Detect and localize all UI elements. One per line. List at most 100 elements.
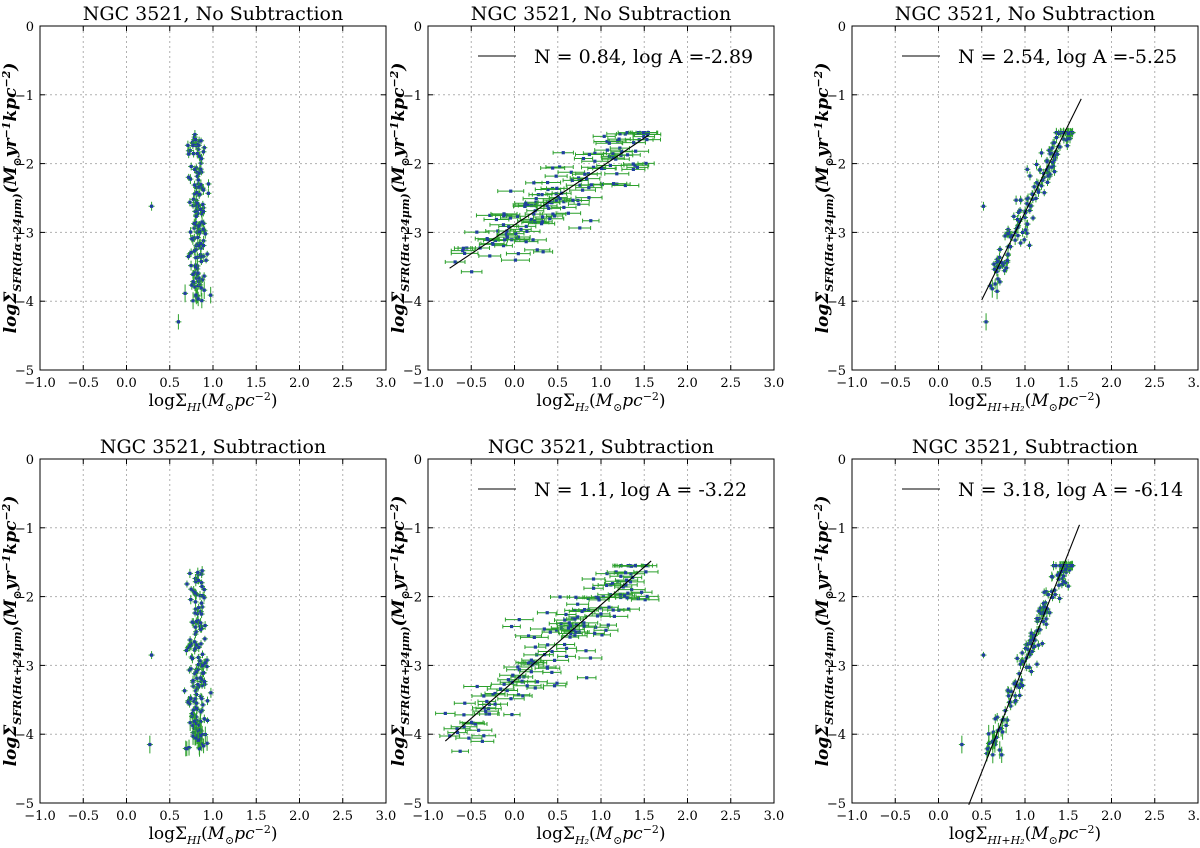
data-point [535,680,540,684]
data-point [514,237,519,241]
data-point [521,694,525,698]
fit-line [449,134,649,269]
data-point [1042,171,1046,175]
data-point [194,580,198,584]
data-point [196,211,200,216]
data-point [515,214,520,218]
data-point [188,721,192,725]
data-point [1065,564,1069,568]
data-point [1038,606,1042,610]
y-tick-label: −2 [15,591,34,606]
data-point [462,725,466,729]
x-tick-label: 3.0 [764,809,785,824]
data-point [1003,709,1007,713]
data-point [482,706,486,710]
data-point [987,732,991,736]
data-point [629,572,633,576]
data-point [193,625,197,629]
data-point [586,596,591,601]
data-point [1020,651,1024,655]
data-point [542,627,546,631]
y-tick-label: −2 [827,158,846,173]
data-point [599,166,604,171]
x-tick-label: −0.5 [455,809,487,824]
data-point [1054,564,1058,568]
data-point [202,288,206,292]
data-point [186,254,191,259]
panel-title: NGC 3521, Subtraction [488,436,714,458]
data-point [1050,575,1054,579]
data-point [611,182,616,186]
data-point [562,642,567,647]
data-point [1031,637,1035,641]
data-point [201,239,206,243]
data-point [475,230,479,234]
x-axis-label: logΣHI+H₂(M⊙pc−2) [949,823,1101,847]
data-point [1004,723,1008,727]
data-point [196,226,200,230]
data-point [505,229,509,233]
data-point [1006,252,1010,256]
data-point [991,730,996,734]
data-point [191,299,195,303]
data-point [1026,647,1030,651]
data-point [533,686,537,690]
x-tick-label: 0.0 [116,376,137,391]
data-point [462,713,466,717]
x-tick-label: −0.5 [67,376,99,391]
y-tick-label: −1 [403,89,422,104]
data-point [202,679,207,684]
data-point [516,235,520,239]
data-point [573,634,577,638]
data-point [195,676,199,680]
data-point [193,611,197,615]
data-point [201,744,206,748]
data-point [624,571,628,575]
data-point [606,623,610,627]
data-point [1036,182,1040,186]
data-point [477,728,481,732]
data-point [187,152,191,156]
data-point [496,229,500,233]
data-point [1038,168,1042,172]
data-point [1045,180,1050,184]
panel-2: NGC 3521, No Subtraction −1.0 −0.5 0.0 0.5 1.… [388,3,784,414]
data-point [501,223,506,227]
data-point [1051,160,1055,165]
data-point [1014,198,1018,202]
data-point [570,178,575,182]
data-point [186,143,190,147]
data-point [545,611,549,615]
data-point [1006,690,1011,694]
data-point [1057,583,1061,587]
data-point [480,739,484,743]
x-tick-label: 1.0 [591,376,612,391]
panel-title: NGC 3521, Subtraction [100,436,326,458]
data-point [199,170,204,174]
data-point [199,679,203,684]
data-point [192,221,196,226]
data-point [1027,243,1032,247]
data-point [990,287,994,291]
data-point [564,646,569,650]
data-point [1006,232,1010,236]
data-point [189,697,193,701]
data-point [581,156,586,161]
data-point [199,286,203,290]
data-point [574,623,578,627]
data-point [1018,662,1023,666]
data-point [448,734,452,738]
data-point [192,719,197,723]
x-tick-label: 2.5 [720,809,741,824]
x-tick-label: −1.0 [24,376,56,391]
data-point [1052,170,1057,174]
y-tick-label: −3 [827,226,846,241]
data-point [199,182,203,187]
data-point [614,157,618,161]
data-point [199,627,203,632]
data-point [482,734,486,738]
data-point [1062,580,1066,584]
x-tick-label: 3.0 [1188,376,1200,391]
data-point [1057,131,1061,136]
data-point [198,222,202,226]
